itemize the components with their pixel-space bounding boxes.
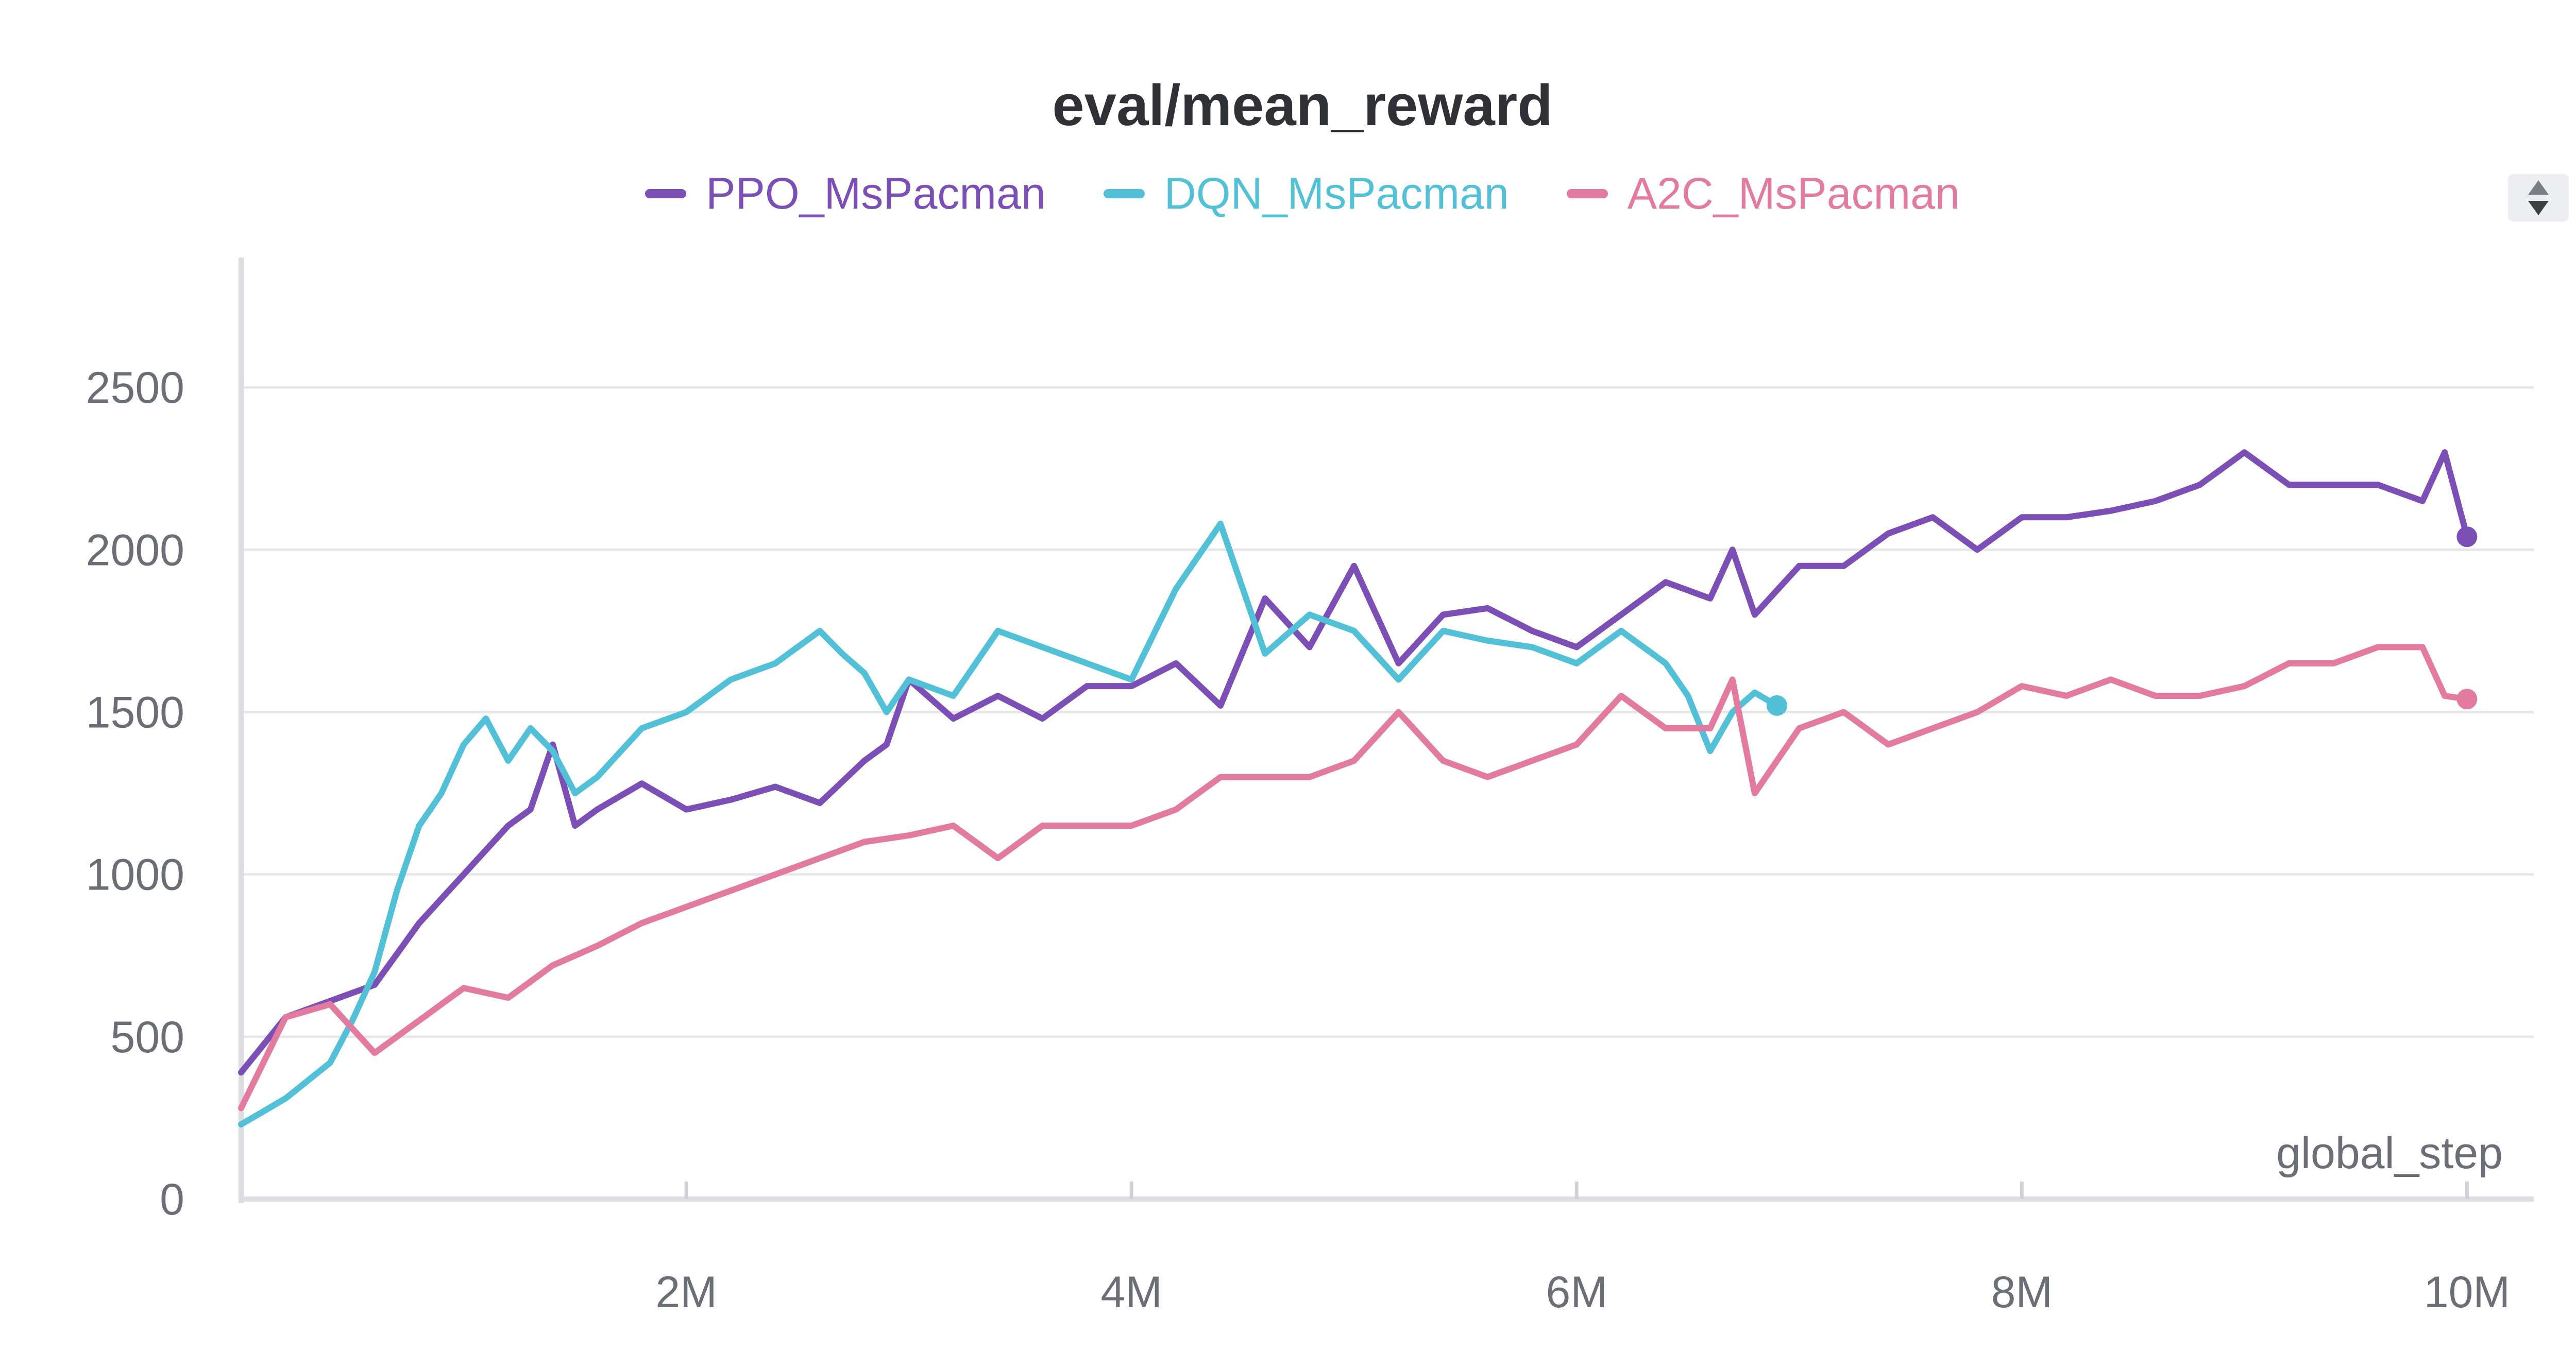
legend-label-dqn: DQN_MsPacman <box>1164 168 1509 218</box>
y-tick-label: 0 <box>160 1175 184 1224</box>
scroll-up-icon[interactable] <box>2528 180 2549 195</box>
x-tick-label: 4M <box>1100 1268 1162 1317</box>
y-tick-label: 1000 <box>86 850 184 900</box>
legend-label-a2c: A2C_MsPacman <box>1627 168 1960 218</box>
y-tick-label: 2500 <box>86 363 184 413</box>
grid-lines <box>241 386 2534 1038</box>
series-line-1[interactable] <box>238 520 1781 1127</box>
series-lines <box>238 449 2478 1127</box>
series-end-point-1[interactable] <box>1767 695 1788 716</box>
legend-swatch-dqn <box>1103 189 1145 199</box>
legend-swatch-a2c <box>1566 189 1608 199</box>
y-tick-label: 500 <box>111 1013 185 1062</box>
axes <box>239 258 2534 1203</box>
x-tick-label: 10M <box>2424 1268 2510 1317</box>
chart-title: eval/mean_reward <box>1052 73 1553 138</box>
legend-item-dqn[interactable]: DQN_MsPacman <box>1103 165 1509 219</box>
y-tick-label: 1500 <box>86 688 184 737</box>
y-tick-label: 2000 <box>86 525 184 575</box>
series-end-point-0[interactable] <box>2456 526 2478 548</box>
scroll-down-icon[interactable] <box>2528 201 2549 215</box>
series-line-0[interactable] <box>238 449 2470 1076</box>
x-axis-title: global_step <box>2276 1128 2503 1178</box>
x-tick-label: 6M <box>1546 1268 1607 1317</box>
legend-scroll-control[interactable] <box>2508 174 2569 221</box>
legend-item-ppo[interactable]: PPO_MsPacman <box>645 165 1046 219</box>
legend-item-a2c[interactable]: A2C_MsPacman <box>1566 165 1960 219</box>
series-end-point-2[interactable] <box>2456 689 2478 710</box>
x-tick-label: 2M <box>655 1268 717 1317</box>
series-line-2[interactable] <box>238 644 2470 1112</box>
legend: PPO_MsPacman DQN_MsPacman A2C_MsPacman <box>0 164 2576 219</box>
axis-labels: 0 500 1000 1500 2000 2500 2M 4M 6M 8M 10M global_st… <box>86 363 2510 1317</box>
legend-swatch-ppo <box>645 189 687 199</box>
x-tick-label: 8M <box>1991 1268 2053 1317</box>
legend-label-ppo: PPO_MsPacman <box>706 168 1046 218</box>
